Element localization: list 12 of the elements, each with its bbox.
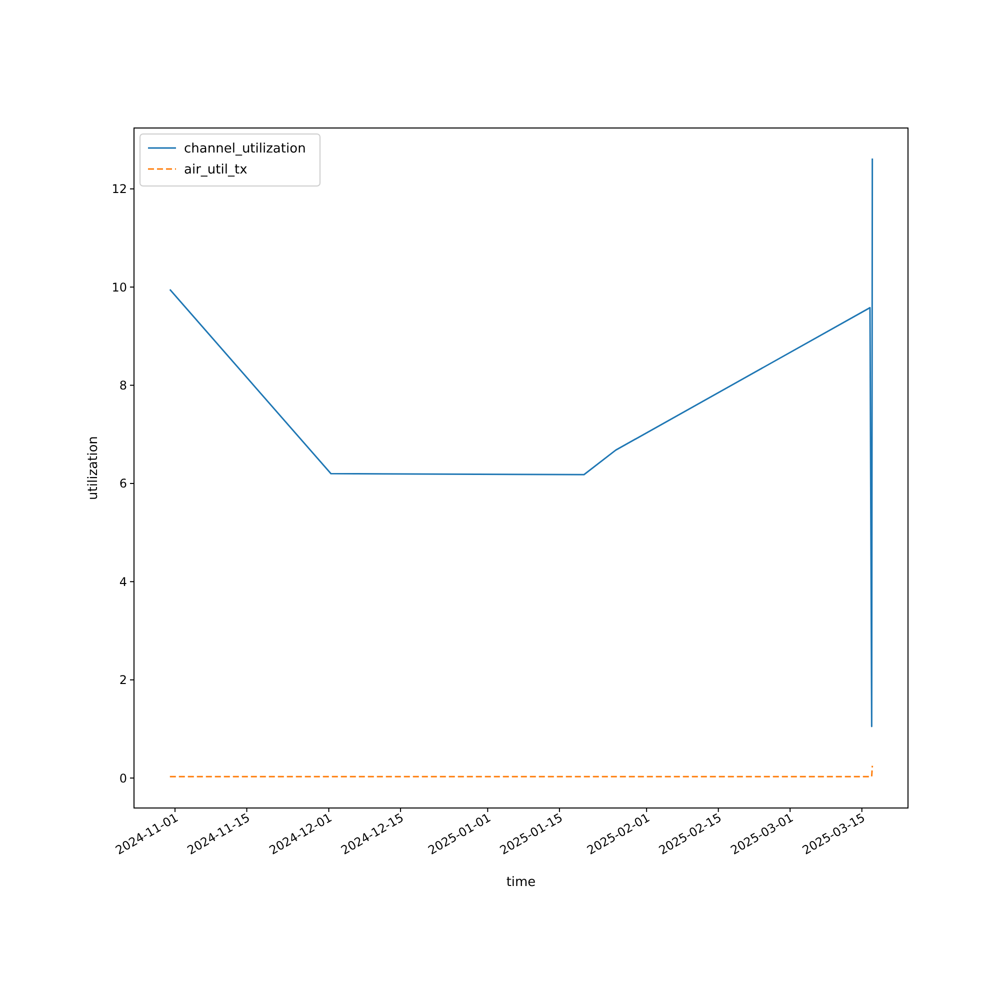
line-series [169,158,874,728]
legend-label: air_util_tx [184,162,248,178]
y-tick-label: 8 [119,378,127,392]
legend-label: channel_utilization [184,142,306,157]
x-axis-title: time [506,875,536,890]
y-axis-title: utilization [86,436,101,500]
y-tick-label: 10 [112,280,127,294]
y-tick-label: 12 [112,182,127,196]
y-tick-label: 0 [119,771,127,786]
y-tick-label: 2 [119,673,127,688]
y-tick-label: 4 [119,574,127,589]
y-tick-label: 6 [119,476,127,491]
